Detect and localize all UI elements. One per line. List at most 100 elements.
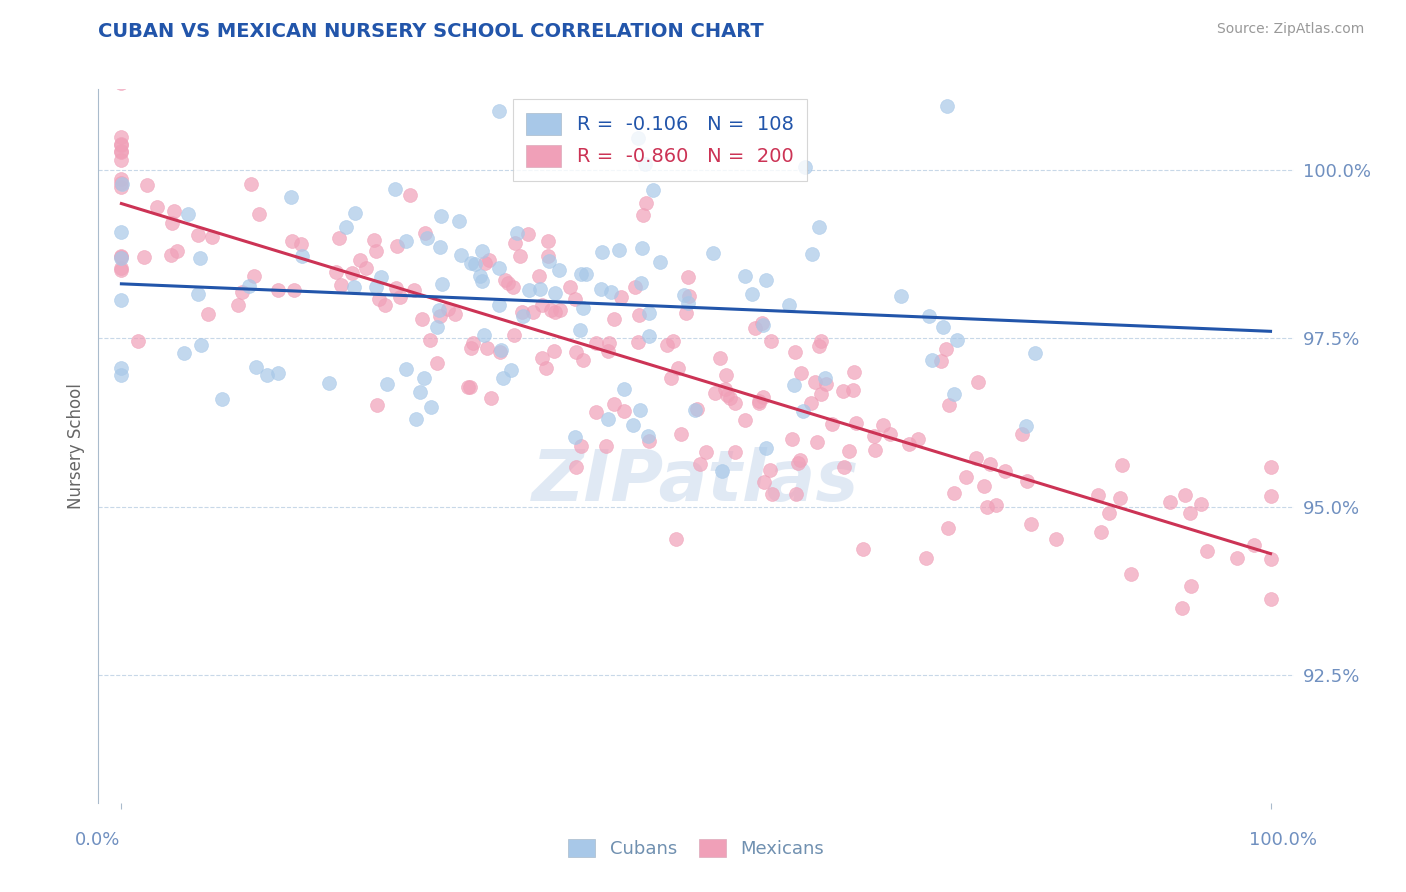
Point: [211, 392, 233, 407]
Point: [283, 283, 305, 297]
Point: [724, 445, 747, 459]
Point: [623, 280, 645, 294]
Point: [676, 270, 699, 285]
Y-axis label: Nursery School: Nursery School: [66, 383, 84, 509]
Point: [938, 398, 960, 412]
Point: [634, 196, 657, 211]
Text: 0.0%: 0.0%: [75, 831, 120, 849]
Point: [489, 343, 512, 357]
Point: [335, 219, 357, 234]
Point: [349, 253, 371, 268]
Point: [475, 341, 498, 355]
Point: [564, 429, 586, 443]
Point: [517, 227, 540, 242]
Point: [807, 220, 830, 235]
Point: [364, 244, 387, 258]
Point: [638, 328, 661, 343]
Point: [630, 277, 652, 291]
Point: [166, 244, 188, 259]
Text: 100.0%: 100.0%: [1250, 831, 1317, 849]
Point: [565, 344, 588, 359]
Point: [543, 285, 565, 300]
Point: [702, 246, 724, 260]
Point: [187, 228, 209, 243]
Point: [724, 396, 747, 410]
Point: [779, 298, 801, 312]
Point: [810, 334, 832, 348]
Point: [280, 190, 302, 204]
Point: [845, 416, 868, 430]
Point: [110, 250, 132, 264]
Point: [979, 457, 1001, 471]
Point: [474, 256, 496, 270]
Point: [572, 353, 595, 368]
Point: [1019, 516, 1042, 531]
Point: [748, 395, 770, 409]
Point: [967, 376, 990, 390]
Point: [460, 255, 482, 269]
Point: [714, 382, 737, 396]
Point: [569, 267, 592, 281]
Point: [744, 320, 766, 334]
Point: [943, 485, 966, 500]
Point: [965, 451, 987, 466]
Point: [488, 261, 510, 276]
Point: [266, 283, 288, 297]
Point: [419, 334, 441, 348]
Point: [1180, 579, 1202, 593]
Point: [1260, 489, 1282, 503]
Point: [548, 263, 571, 277]
Point: [110, 137, 132, 152]
Point: [564, 292, 586, 306]
Point: [429, 309, 451, 323]
Point: [134, 250, 156, 264]
Text: CUBAN VS MEXICAN NURSERY SCHOOL CORRELATION CHART: CUBAN VS MEXICAN NURSERY SCHOOL CORRELAT…: [98, 22, 765, 41]
Point: [328, 231, 350, 245]
Point: [404, 283, 426, 297]
Point: [676, 296, 699, 310]
Point: [145, 200, 167, 214]
Point: [1109, 491, 1132, 505]
Point: [479, 392, 502, 406]
Point: [783, 345, 806, 359]
Point: [1226, 550, 1249, 565]
Point: [814, 371, 837, 385]
Point: [637, 429, 659, 443]
Point: [110, 180, 132, 194]
Point: [585, 405, 607, 419]
Point: [565, 460, 588, 475]
Point: [591, 244, 613, 259]
Point: [110, 225, 132, 239]
Point: [1260, 592, 1282, 607]
Point: [110, 263, 132, 277]
Point: [478, 252, 501, 267]
Point: [599, 285, 621, 300]
Point: [638, 434, 661, 448]
Point: [716, 368, 738, 382]
Point: [290, 237, 312, 252]
Point: [832, 384, 855, 398]
Point: [160, 216, 183, 230]
Point: [363, 233, 385, 247]
Point: [569, 439, 592, 453]
Point: [411, 312, 433, 326]
Point: [291, 248, 314, 262]
Point: [1260, 552, 1282, 566]
Point: [603, 311, 626, 326]
Point: [879, 426, 901, 441]
Legend: Cubans, Mexicans: Cubans, Mexicans: [561, 831, 831, 865]
Point: [1098, 506, 1121, 520]
Point: [517, 283, 540, 297]
Point: [111, 177, 134, 191]
Point: [841, 384, 863, 398]
Point: [256, 368, 278, 383]
Point: [807, 339, 830, 353]
Point: [325, 265, 347, 279]
Point: [110, 172, 132, 186]
Point: [110, 153, 132, 167]
Point: [197, 307, 219, 321]
Point: [751, 390, 773, 404]
Point: [344, 206, 367, 220]
Point: [245, 359, 267, 374]
Point: [755, 441, 778, 455]
